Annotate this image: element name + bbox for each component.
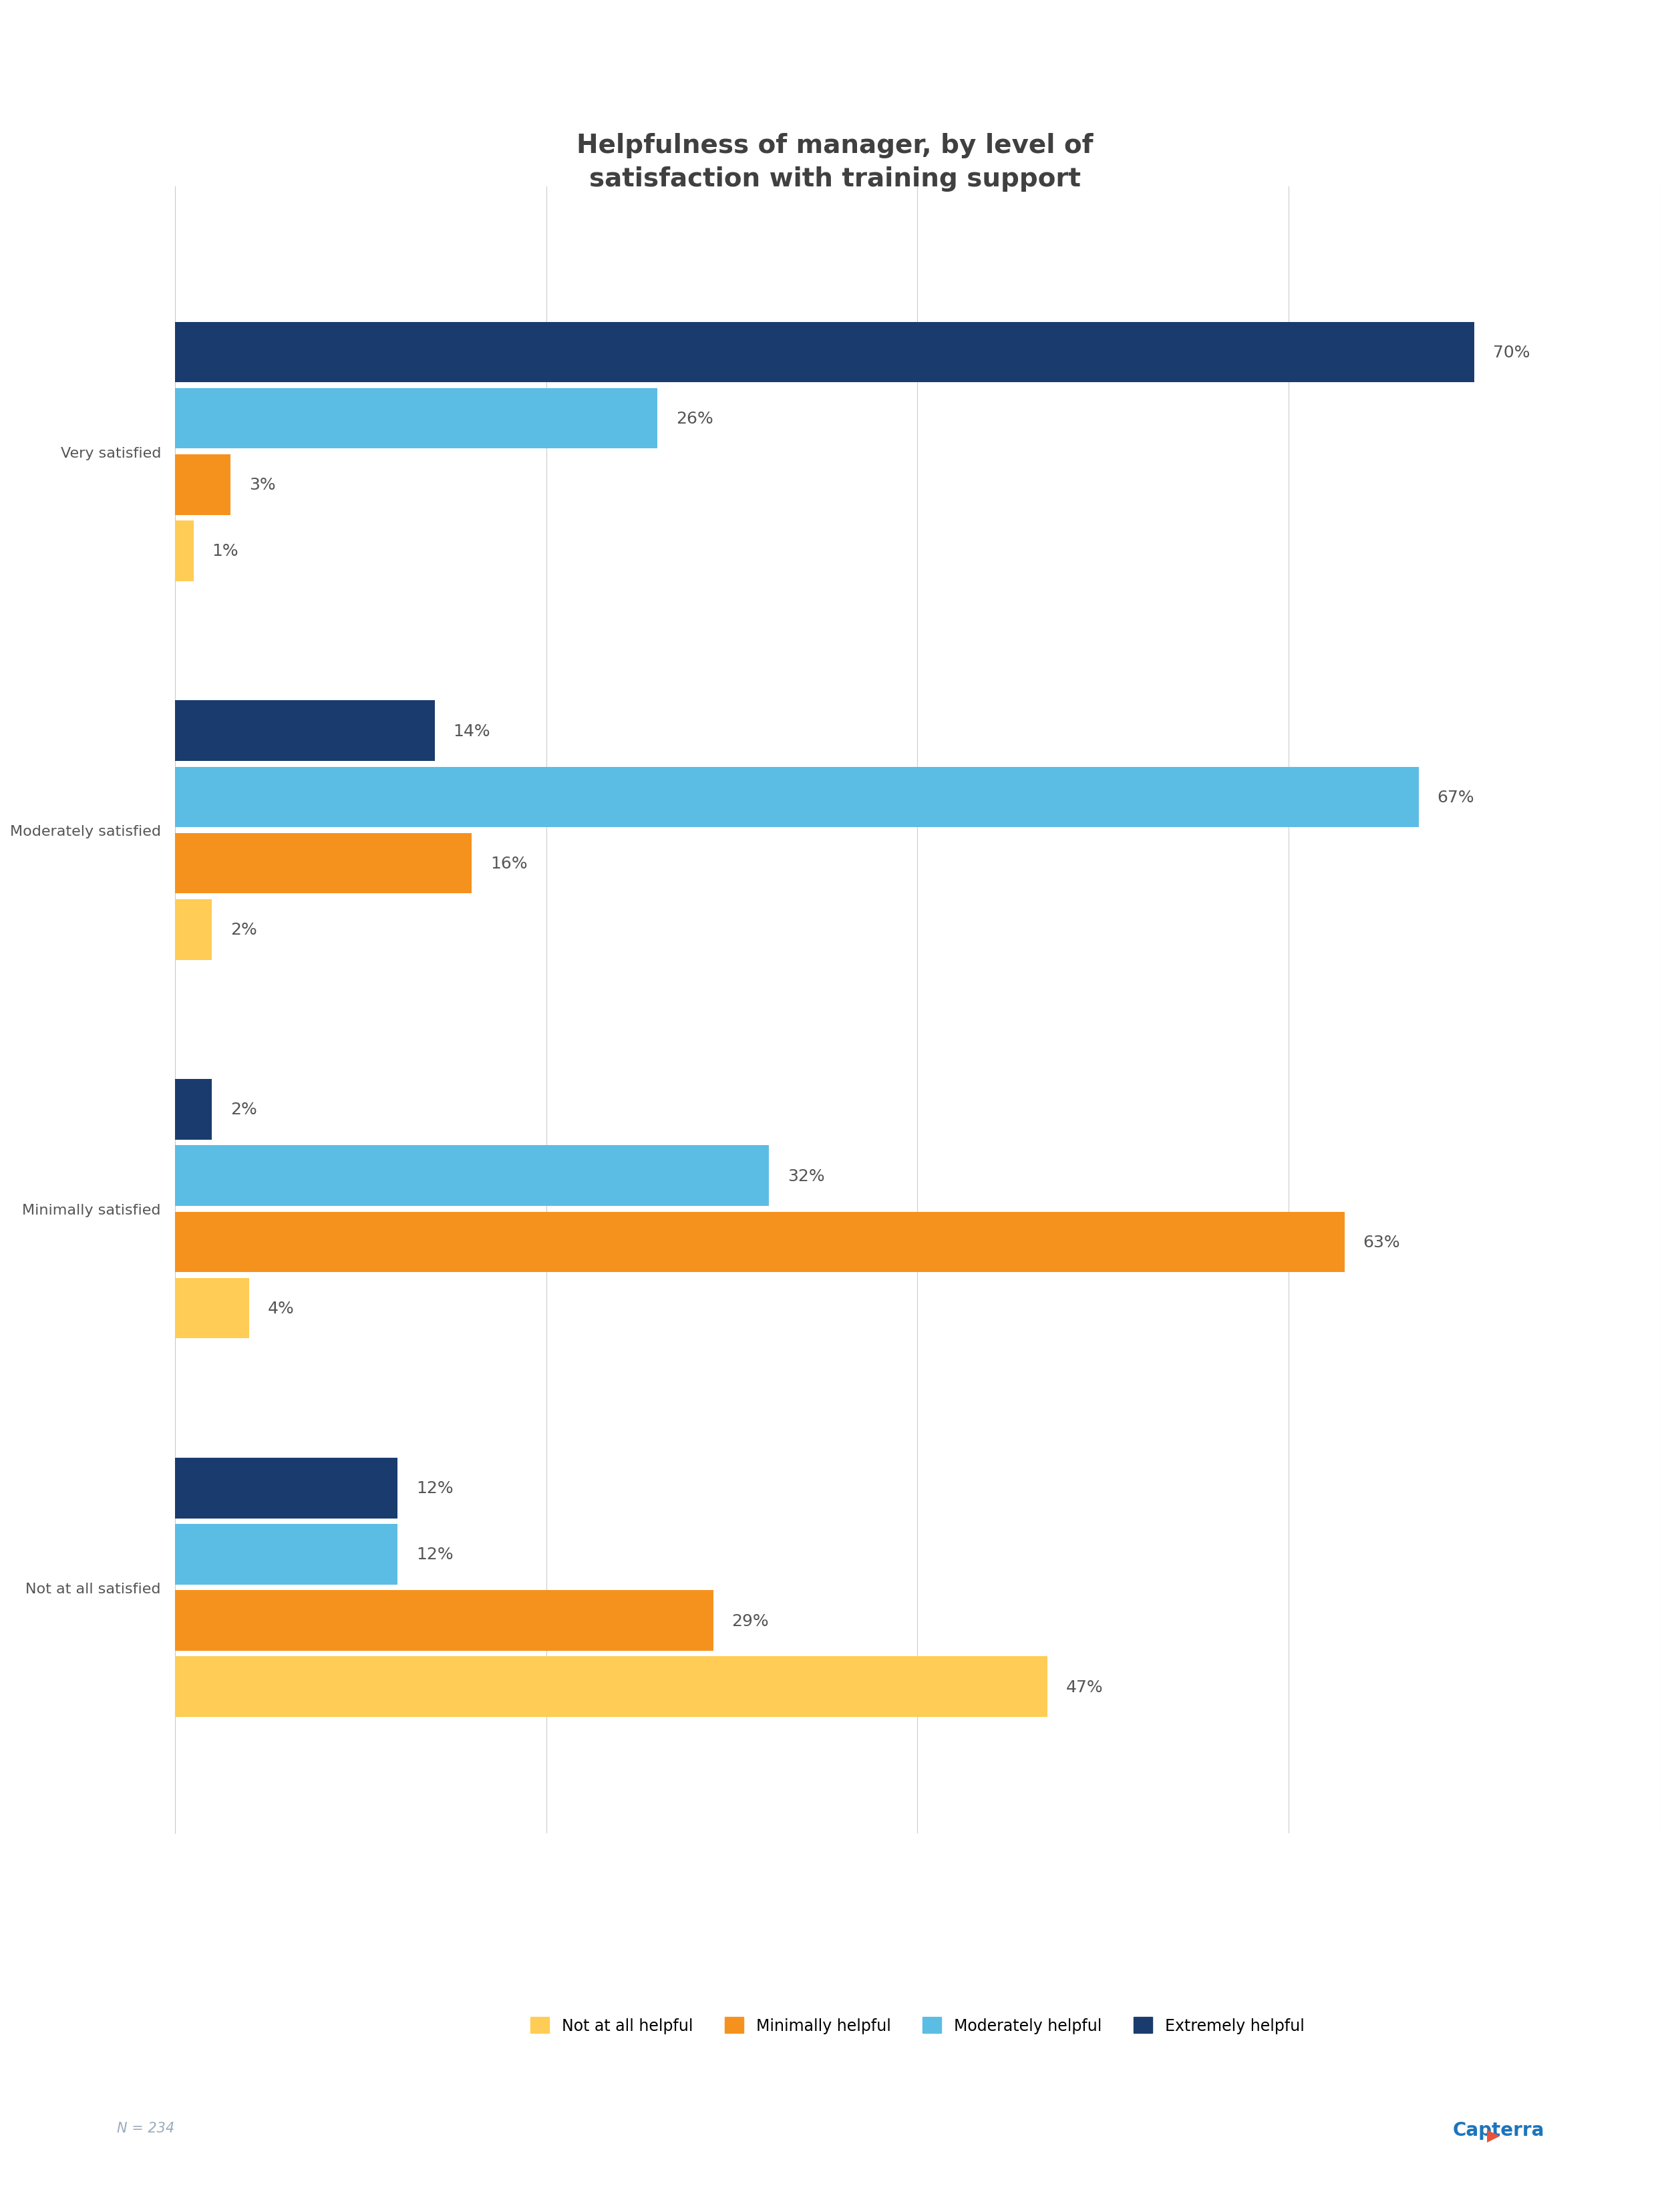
Text: 1%: 1% (212, 544, 239, 560)
Text: 29%: 29% (731, 1613, 768, 1628)
Bar (175, 1279, 249, 1338)
Text: 32%: 32% (788, 1168, 825, 1183)
Text: N = 234: N = 234 (117, 2121, 174, 2135)
Text: 67%: 67% (1438, 790, 1475, 805)
Legend: Not at all helpful, Minimally helpful, Moderately helpful, Extremely helpful: Not at all helpful, Minimally helpful, M… (524, 2011, 1311, 2039)
Bar (175, 522, 194, 582)
Text: 14%: 14% (453, 723, 491, 739)
Bar (175, 389, 658, 449)
Bar (175, 1657, 1047, 1717)
Bar (175, 1212, 1344, 1272)
Bar (175, 701, 434, 761)
Bar (175, 1146, 768, 1206)
Bar (175, 1079, 212, 1139)
Bar (175, 834, 473, 894)
Text: 12%: 12% (416, 1546, 453, 1562)
Bar (175, 323, 1475, 383)
Text: 70%: 70% (1493, 345, 1530, 361)
Bar (175, 1590, 713, 1650)
Text: 26%: 26% (676, 411, 713, 427)
Text: Helpfulness of manager, by level of
satisfaction with training support: Helpfulness of manager, by level of sati… (576, 133, 1094, 192)
Bar (175, 768, 1418, 827)
Text: 2%: 2% (230, 922, 257, 938)
Text: 4%: 4% (267, 1301, 294, 1316)
Text: Capterra: Capterra (1453, 2121, 1545, 2139)
Bar (175, 1458, 397, 1517)
Text: 3%: 3% (249, 478, 276, 493)
Text: 2%: 2% (230, 1102, 257, 1117)
Text: ▶: ▶ (1486, 2128, 1500, 2143)
Text: 16%: 16% (491, 856, 528, 872)
Bar (175, 456, 230, 515)
Bar (175, 900, 212, 960)
Text: 47%: 47% (1065, 1679, 1104, 1694)
Text: 63%: 63% (1363, 1234, 1399, 1250)
Text: 12%: 12% (416, 1480, 453, 1495)
Bar (175, 1524, 397, 1584)
